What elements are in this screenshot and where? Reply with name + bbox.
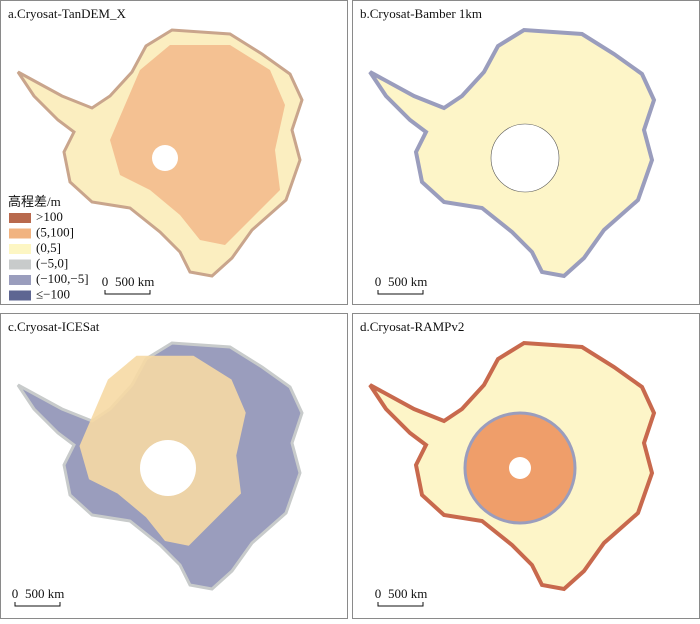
pole-hole	[140, 440, 196, 496]
legend-label: >100	[36, 209, 63, 224]
legend-label: (−5,0]	[36, 255, 68, 270]
legend-swatch	[9, 259, 31, 270]
legend-title: 高程差/m	[8, 194, 61, 209]
legend-swatch	[9, 290, 31, 301]
scale-label: 500 km	[388, 274, 427, 289]
panel-title: a.Cryosat-TanDEM_X	[8, 6, 126, 21]
pole-hole	[509, 457, 531, 479]
legend-swatch	[9, 275, 31, 285]
scale-bar	[14, 602, 61, 607]
panel: d.Cryosat-RAMPv2 0 500 km	[352, 313, 700, 619]
scale-label: 500 km	[388, 586, 427, 601]
panel: b.Cryosat-Bamber 1km 0 500 km	[352, 0, 700, 305]
scale-bar	[377, 602, 424, 607]
legend-label: (0,5]	[36, 240, 61, 255]
scale-zero: 0	[12, 586, 19, 601]
legend-label: (−100,−5]	[36, 271, 89, 286]
scale-zero: 0	[102, 274, 109, 289]
scale-zero: 0	[375, 586, 382, 601]
panel-title: c.Cryosat-ICESat	[8, 319, 100, 334]
legend-label: (5,100]	[36, 224, 74, 239]
panel: c.Cryosat-ICESat 0 500 km	[0, 313, 348, 619]
legend-swatch	[9, 213, 31, 223]
scale-bar	[104, 290, 151, 295]
panel-title: b.Cryosat-Bamber 1km	[360, 6, 482, 21]
pole-hole	[490, 123, 560, 193]
scale-label: 500 km	[115, 274, 154, 289]
scale-zero: 0	[375, 274, 382, 289]
legend-swatch	[9, 244, 31, 254]
panel: a.Cryosat-TanDEM_X 0 500 km 高程差/m>100(5,100…	[0, 0, 348, 305]
panel-title: d.Cryosat-RAMPv2	[360, 319, 464, 334]
legend-swatch	[9, 228, 31, 239]
scale-label: 500 km	[25, 586, 64, 601]
scale-bar	[377, 290, 424, 295]
pole-hole	[152, 145, 178, 171]
legend-label: ≤−100	[36, 286, 70, 301]
